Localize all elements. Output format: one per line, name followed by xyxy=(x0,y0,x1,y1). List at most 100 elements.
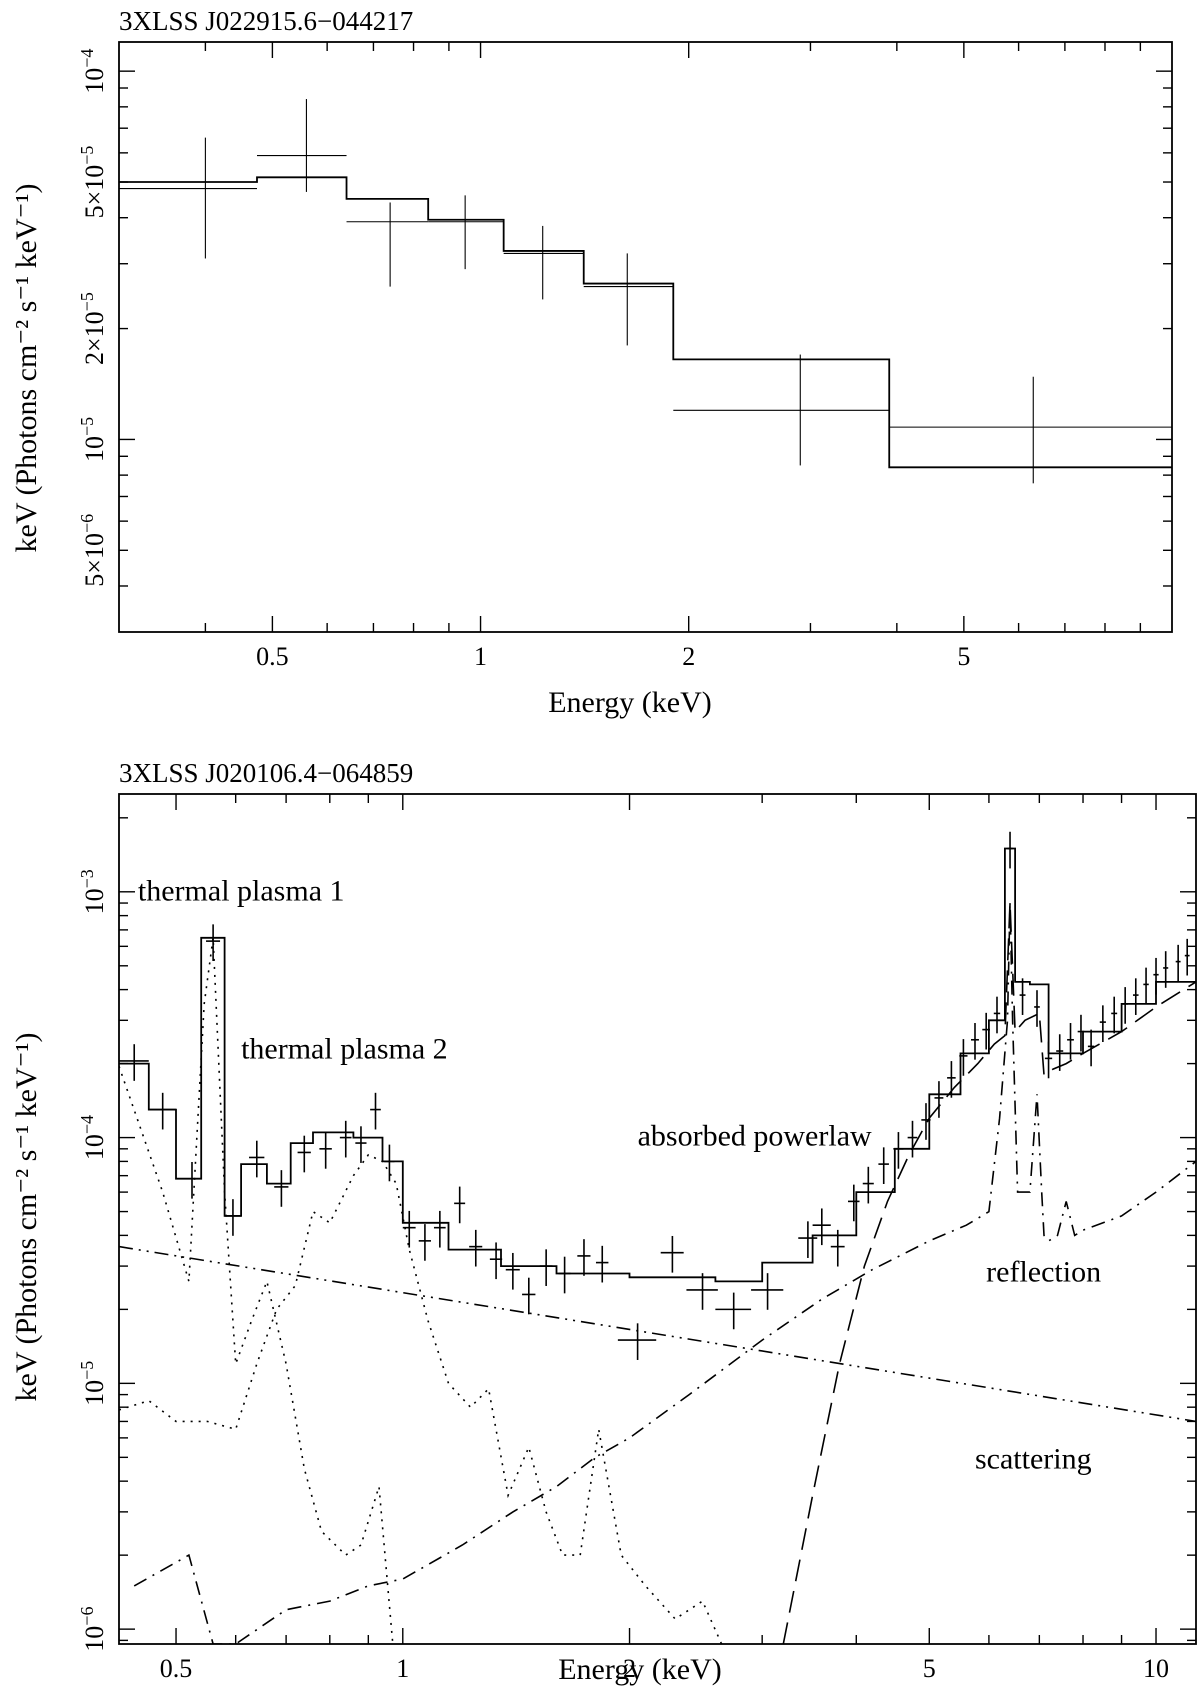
model-component-thermal-plasma-1 xyxy=(119,937,394,1644)
data-point xyxy=(249,1140,265,1178)
data-point xyxy=(1122,987,1129,1024)
data-point xyxy=(673,354,890,466)
panel-top-x-axis-label: Energy (keV) xyxy=(548,686,712,719)
data-point xyxy=(847,1184,860,1222)
y-tick-label: 2×10−5 xyxy=(77,292,109,365)
panel-bottom-x-axis-label: Energy (keV) xyxy=(558,1653,722,1686)
x-tick-label: 0.5 xyxy=(160,1654,193,1683)
data-point xyxy=(1111,996,1118,1034)
plot-frame xyxy=(118,793,1197,1645)
data-point xyxy=(346,202,429,287)
y-tick-label-base: 5×10 xyxy=(80,533,109,587)
y-tick-label-base: 10 xyxy=(80,436,109,462)
data-point xyxy=(119,137,257,259)
data-point xyxy=(1153,957,1159,995)
y-tick-label: 10−4 xyxy=(77,49,109,94)
data-point xyxy=(934,1081,944,1118)
data-point xyxy=(893,1132,904,1169)
x-tick-label: 2 xyxy=(682,642,695,671)
y-tick-label-base: 10 xyxy=(80,888,109,914)
data-point xyxy=(1007,831,1013,869)
y-tick-label: 10−6 xyxy=(77,1607,109,1652)
data-point xyxy=(1163,951,1169,988)
y-tick-label: 10−5 xyxy=(77,417,109,462)
data-point xyxy=(686,1273,718,1310)
x-tick-label: 5 xyxy=(957,642,970,671)
y-tick-label-base: 10 xyxy=(80,1626,109,1652)
data-point xyxy=(907,1120,918,1158)
y-tick-label-exponent: −6 xyxy=(77,1607,97,1626)
y-tick-label-exponent: −5 xyxy=(77,1361,97,1380)
annotation-reflection: reflection xyxy=(986,1255,1101,1288)
y-tick-label-base: 5×10 xyxy=(80,165,109,219)
data-point xyxy=(947,1061,956,1098)
x-tick-label: 1 xyxy=(396,1654,409,1683)
y-tick-label: 5×10−5 xyxy=(77,146,109,219)
data-point xyxy=(1044,1041,1053,1079)
x-tick-label: 10 xyxy=(1143,1654,1169,1683)
panel-top-plot-area: 0.5 1 2 510−45×10−52×10−510−55×10−6 xyxy=(77,41,1173,671)
y-tick-label: 10−3 xyxy=(77,869,109,914)
data-point xyxy=(418,1224,431,1261)
data-point xyxy=(595,1245,609,1283)
data-point xyxy=(428,195,504,270)
data-point xyxy=(660,1235,684,1273)
panel-bottom-y-axis-label: keV (Photons cm⁻² s⁻¹ keV⁻¹) xyxy=(10,1033,43,1402)
x-tick-label: 1 xyxy=(474,642,487,671)
data-point xyxy=(1077,1014,1085,1052)
data-point xyxy=(339,1120,352,1158)
data-point xyxy=(256,99,347,192)
data-point xyxy=(889,376,1172,484)
annotation-thermal-plasma-1: thermal plasma 1 xyxy=(138,875,345,908)
data-point xyxy=(830,1229,845,1267)
data-point xyxy=(1143,967,1149,1005)
data-point xyxy=(370,1092,381,1130)
x-tick-label: 5 xyxy=(923,1654,936,1683)
data-point xyxy=(1087,1029,1095,1067)
x-tick-label: 0.5 xyxy=(256,642,289,671)
data-point xyxy=(1019,978,1026,1015)
data-point xyxy=(505,1252,520,1290)
spectrum-panel-bottom: 3XLSS J020106.4−064859 Energy (keV) keV … xyxy=(10,758,1197,1686)
data-point xyxy=(1034,990,1040,1027)
model-component-absorbed-powerlaw xyxy=(782,903,1196,1644)
x-tick-label: 2 xyxy=(623,1654,636,1683)
data-point xyxy=(577,1239,591,1276)
y-tick-label-exponent: −5 xyxy=(77,417,97,436)
data-point xyxy=(206,924,221,962)
panel-top-y-axis-label: keV (Photons cm⁻² s⁻¹ keV⁻¹) xyxy=(10,184,43,553)
plot-content xyxy=(119,831,1196,1644)
y-tick-label-exponent: −5 xyxy=(77,146,97,165)
data-point xyxy=(812,1208,831,1246)
y-tick-label: 10−5 xyxy=(77,1361,109,1406)
data-point xyxy=(355,1126,367,1163)
y-tick-label-exponent: −3 xyxy=(77,869,97,888)
data-point xyxy=(274,1170,289,1207)
annotation-scattering: scattering xyxy=(975,1443,1092,1476)
data-point xyxy=(558,1256,571,1294)
data-point xyxy=(798,1221,818,1258)
y-tick-label-base: 2×10 xyxy=(80,311,109,365)
data-point xyxy=(751,1273,784,1310)
data-point xyxy=(1175,944,1181,982)
y-tick-label: 10−4 xyxy=(77,1115,109,1160)
data-point xyxy=(454,1186,466,1224)
data-point xyxy=(993,996,1001,1034)
data-point xyxy=(970,1023,979,1060)
data-point xyxy=(224,1199,242,1236)
data-point xyxy=(522,1277,536,1315)
y-tick-label-exponent: −4 xyxy=(77,49,97,68)
y-tick-label-exponent: −6 xyxy=(77,514,97,533)
data-point xyxy=(1132,978,1139,1015)
data-point xyxy=(862,1166,874,1204)
total-model-line xyxy=(119,847,1196,1283)
data-point xyxy=(1099,1005,1106,1042)
data-point xyxy=(1067,1023,1074,1060)
y-tick-label-exponent: −5 xyxy=(77,292,97,311)
data-point xyxy=(384,1144,395,1182)
plot-content xyxy=(119,99,1172,484)
data-point xyxy=(1056,1034,1064,1071)
panel-top-title: 3XLSS J022915.6−044217 xyxy=(119,6,413,36)
